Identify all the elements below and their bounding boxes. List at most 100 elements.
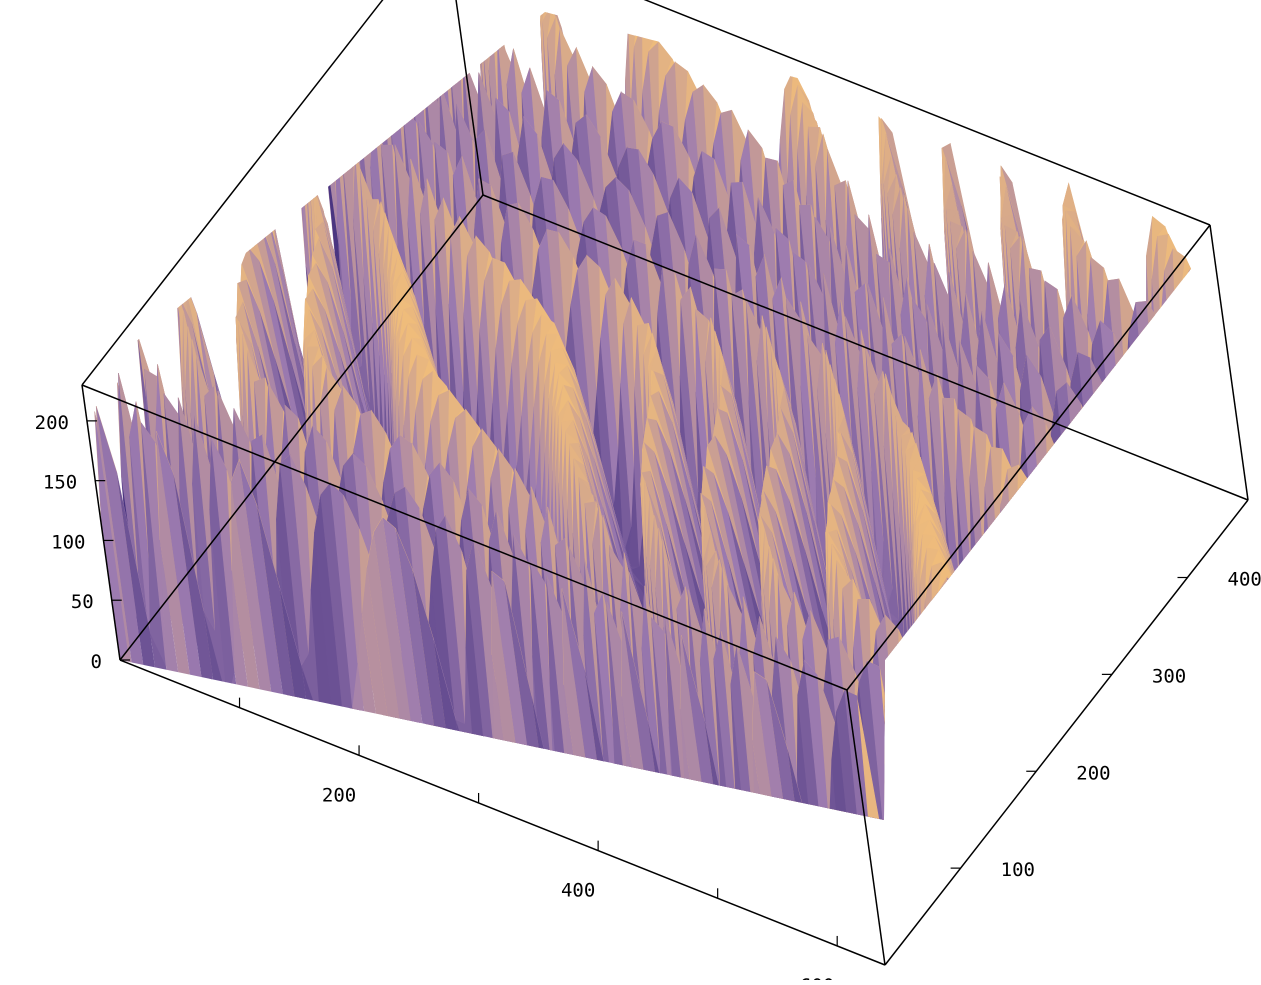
surface-patch <box>1040 482 1080 645</box>
surface-patch <box>887 656 915 732</box>
surface-patch <box>1082 525 1099 661</box>
x-axis-tick-label: 200 <box>322 784 356 806</box>
surface-patch <box>1046 424 1099 660</box>
surface-patch <box>1047 515 1065 689</box>
surface-patch <box>933 807 950 861</box>
surface-patch <box>986 680 1019 773</box>
surface-patch <box>1136 301 1158 499</box>
surface-patch <box>1088 442 1122 578</box>
surface-patch <box>884 678 913 754</box>
surface-patch <box>1159 323 1170 497</box>
surface-patch <box>1129 383 1157 614</box>
surface-patch <box>1129 372 1149 427</box>
surface-patch <box>1061 439 1102 615</box>
surface-patch <box>1192 382 1208 544</box>
surface-patch <box>915 755 927 825</box>
surface-patch <box>893 649 915 709</box>
surface-patch <box>966 622 999 717</box>
surface-patch <box>1109 401 1149 559</box>
y-axis-tick-label: 400 <box>1228 569 1261 591</box>
surface-patch <box>900 663 925 894</box>
surface-patch <box>985 635 999 717</box>
surface-patch <box>1089 474 1112 674</box>
surface-patch <box>1036 575 1053 686</box>
surface-patch <box>1062 558 1085 626</box>
surface-patch <box>1147 301 1162 445</box>
surface-patch <box>909 632 916 732</box>
surface-patch <box>901 729 916 778</box>
surface-patch <box>1123 329 1169 517</box>
surface-patch <box>1013 523 1024 688</box>
surface-patch <box>1155 377 1198 543</box>
surface-patch <box>898 703 916 744</box>
surface-front-wall <box>345 707 359 755</box>
surface <box>95 0 1243 965</box>
x-axis-tick-label: 600 <box>800 975 834 980</box>
surface-patch <box>1007 687 1020 748</box>
surface-patch <box>1090 358 1110 541</box>
surface-patch <box>1146 409 1181 517</box>
z-axis-tick-label: 50 <box>71 591 94 613</box>
surface-patch <box>987 689 1006 732</box>
surface-patch <box>1037 503 1058 624</box>
surface-patch <box>1185 435 1199 544</box>
surface-patch <box>942 638 955 808</box>
surface-patch <box>1015 576 1043 667</box>
surface-patch <box>1103 485 1121 625</box>
surface-patch <box>1149 354 1157 486</box>
surface-patch <box>1130 372 1180 586</box>
surface-front-wall <box>860 925 873 960</box>
surface-patch <box>1066 620 1081 710</box>
surface-patch <box>1019 484 1066 680</box>
surface-patch <box>1081 404 1098 525</box>
surface-patch <box>921 660 927 802</box>
surface-patch <box>887 731 914 793</box>
surface-patch <box>938 577 947 685</box>
surface-patch <box>1019 481 1036 667</box>
surface-patch <box>962 568 978 684</box>
surface-patch <box>977 652 1011 752</box>
z-axis-tick-label: 0 <box>91 651 102 673</box>
surface-patch <box>896 703 917 897</box>
surface-patch <box>1135 317 1184 527</box>
surface-patch <box>1050 434 1072 646</box>
surface-patch <box>1203 320 1242 459</box>
surface-patch <box>1082 513 1106 590</box>
surface-patch <box>1051 391 1080 645</box>
surface-front-wall <box>753 849 765 917</box>
surface-patch <box>948 761 960 864</box>
surface-patch <box>950 571 985 680</box>
surface-patch <box>1063 468 1112 674</box>
y-axis-tick-label: 200 <box>1076 762 1110 784</box>
surface-patch <box>950 557 990 701</box>
surface-patch <box>914 775 943 843</box>
y-axis-tick-label: 100 <box>1001 859 1035 881</box>
surface-patch <box>982 561 993 695</box>
surface-patch <box>1037 539 1081 710</box>
surface-patch <box>954 581 989 688</box>
surface-patch <box>1175 443 1208 543</box>
surface-patch <box>926 766 960 864</box>
surface-patch <box>938 686 949 839</box>
surface-front-wall <box>811 836 838 946</box>
surface-patch <box>973 638 1008 743</box>
surface-patch <box>1158 393 1180 586</box>
surface-patch <box>1049 466 1072 688</box>
surface-patch <box>1106 392 1157 614</box>
surface-patch <box>1092 415 1111 533</box>
surface-patch <box>1133 434 1157 494</box>
surface-patch <box>929 633 938 795</box>
y-axis-tick-label: 300 <box>1152 665 1186 687</box>
frame-edge <box>1210 225 1248 500</box>
surface-patch <box>1153 395 1165 497</box>
surface-patch <box>927 691 935 825</box>
surface-patch <box>891 758 906 897</box>
surface-patch <box>1113 333 1167 576</box>
surface-patch <box>932 593 942 742</box>
surface-patch <box>1104 463 1125 533</box>
surface-patch <box>906 683 916 754</box>
surface-patch <box>1061 446 1081 600</box>
surface-patch <box>907 724 918 793</box>
surface-patch <box>1047 627 1072 688</box>
